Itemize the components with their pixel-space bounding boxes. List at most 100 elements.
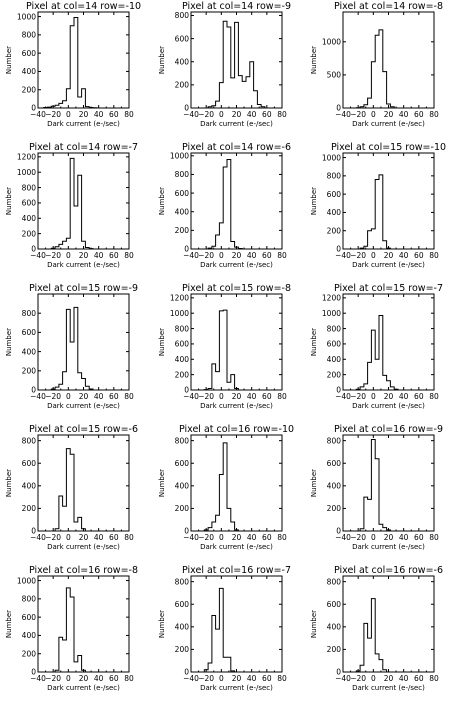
y-tick-label: 500 [327, 71, 342, 80]
histogram-bin [379, 524, 383, 531]
histogram-bin [63, 640, 67, 672]
plot-frame [342, 575, 435, 673]
histogram-bin [212, 364, 216, 390]
histogram-steps [50, 157, 94, 250]
x-tick-label: 0 [66, 533, 71, 542]
histogram-bin [394, 389, 398, 390]
histogram-bin [66, 89, 70, 108]
histogram-bin [235, 388, 239, 390]
x-tick-label: 60 [262, 533, 272, 542]
x-tick-label: −20 [45, 533, 61, 542]
x-axis-label: Dark current (e-/sec) [200, 402, 273, 410]
y-tick-label: 200 [327, 504, 342, 513]
x-axis-label: Dark current (e-/sec) [200, 543, 273, 551]
histogram-bin [55, 529, 59, 531]
panel-title: Pixel at col=14 row=-7 [29, 142, 138, 153]
x-tick-label: 20 [79, 392, 89, 401]
plot-frame [37, 293, 130, 391]
x-tick-label: 20 [232, 392, 242, 401]
y-axis-label: Number [5, 469, 13, 497]
y-tick-label: 400 [327, 355, 342, 364]
x-tick-label: 80 [429, 674, 439, 683]
y-tick-label: 800 [22, 595, 37, 604]
histogram-bin [223, 21, 227, 108]
histogram-bin [208, 528, 212, 531]
y-axis-label: Number [5, 187, 13, 215]
y-tick-label: 1000 [17, 576, 36, 585]
histogram-steps [200, 587, 239, 673]
y-tick-label: 1000 [322, 153, 341, 162]
x-tick-label: 20 [232, 674, 242, 683]
histogram-bin [51, 248, 55, 249]
histogram-bin [63, 372, 67, 390]
y-tick-label: 0 [31, 245, 36, 254]
histogram-bin [375, 359, 379, 390]
x-tick-label: 40 [399, 392, 409, 401]
plot-frame [342, 152, 435, 250]
histogram-bin [257, 105, 261, 108]
histogram-bin [375, 654, 379, 672]
y-tick-label: 200 [22, 504, 37, 513]
histogram-bin [216, 372, 220, 390]
x-tick-label: −20 [198, 674, 214, 683]
x-tick-label: 80 [277, 392, 287, 401]
histogram-bin [47, 107, 51, 108]
histogram-bin [231, 671, 235, 672]
histogram-bin [368, 231, 372, 249]
histogram-steps [352, 598, 391, 673]
histogram-bin [360, 665, 364, 672]
histogram-bin [70, 597, 74, 672]
x-tick-label: 20 [79, 251, 89, 260]
y-axis-label: Number [158, 46, 166, 74]
x-tick-label: 20 [232, 251, 242, 260]
y-tick-label: 200 [22, 367, 37, 376]
histogram-bin [383, 375, 387, 390]
histogram-panel: Pixel at col=16 row=-9−40 −20 0 20 40 60 80020… [310, 424, 443, 551]
histogram-bin [216, 235, 220, 249]
histogram-bin [383, 72, 387, 108]
panel-title: Pixel at col=16 row=-10 [179, 424, 294, 435]
y-axis-label: Number [310, 469, 318, 497]
x-tick-label: 80 [124, 251, 134, 260]
x-tick-label: 80 [124, 533, 134, 542]
y-tick-label: 400 [175, 57, 190, 66]
y-axis-label: Number [158, 469, 166, 497]
histogram-panel: Pixel at col=16 row=-6−40 −20 0 20 40 60 80020… [310, 565, 443, 692]
histogram-bin [219, 223, 223, 249]
x-tick-label: 20 [79, 533, 89, 542]
y-tick-label: 800 [22, 309, 37, 318]
y-tick-label: 800 [327, 436, 342, 445]
x-tick-label: −20 [45, 251, 61, 260]
plot-frame [342, 434, 435, 532]
histogram-steps [51, 448, 90, 532]
y-tick-label: 400 [22, 67, 37, 76]
histogram-bin [74, 17, 78, 108]
y-tick-label: 1200 [170, 294, 189, 303]
y-tick-label: 800 [327, 172, 342, 181]
x-tick-label: 80 [429, 251, 439, 260]
histogram-bin [212, 106, 216, 108]
y-tick-label: 600 [175, 340, 190, 349]
y-tick-label: 1000 [322, 37, 341, 46]
histogram-panel: Pixel at col=15 row=-7−40 −20 0 20 40 60 80020… [310, 283, 443, 410]
histogram-bin [208, 663, 212, 672]
x-tick-label: −40 [335, 251, 351, 260]
x-tick-label: 40 [247, 110, 257, 119]
x-tick-label: −20 [350, 392, 366, 401]
histogram-panel: Pixel at col=14 row=-8 −40 −20 0 20 40 60 80 0 50… [310, 1, 443, 128]
x-axis-label: Dark current (e-/sec) [352, 543, 425, 551]
y-tick-label: 200 [327, 370, 342, 379]
x-axis-label: Dark current (e-/sec) [352, 261, 425, 269]
histogram-bin [360, 529, 364, 531]
y-tick-label: 400 [327, 623, 342, 632]
x-tick-label: 0 [371, 392, 376, 401]
plot-frame [190, 293, 283, 391]
histogram-bin [227, 382, 231, 390]
histogram-bin [66, 238, 70, 249]
x-tick-label: 40 [247, 533, 257, 542]
histogram-bin [368, 499, 372, 531]
x-tick-label: −20 [350, 674, 366, 683]
y-tick-label: 200 [327, 645, 342, 654]
histogram-panel: Pixel at col=14 row=-9−40 −20 0 20 40 60 80020… [158, 1, 291, 128]
y-axis-label: Number [310, 46, 318, 74]
